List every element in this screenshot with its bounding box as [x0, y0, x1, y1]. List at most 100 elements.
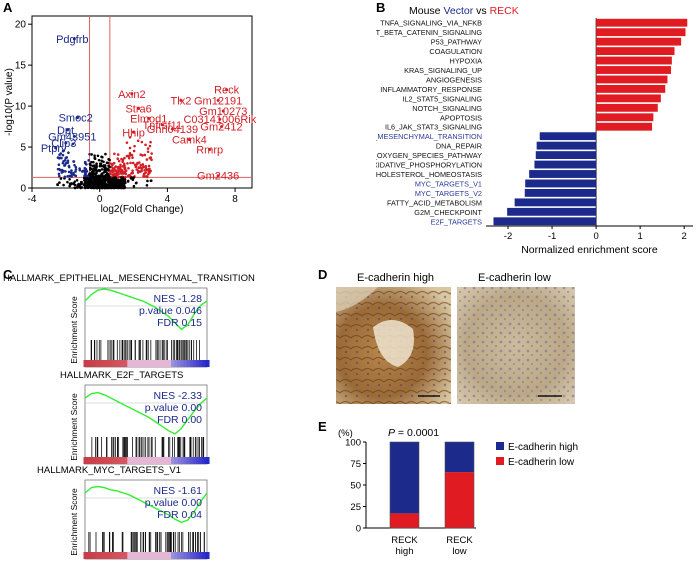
- data-point: [142, 172, 146, 176]
- rank-bar-segment: [180, 457, 185, 464]
- data-point: [56, 183, 59, 187]
- data-point: [95, 169, 99, 173]
- data-point: [138, 170, 142, 173]
- data-point: [137, 107, 141, 111]
- data-point: [114, 179, 118, 182]
- data-point: [126, 180, 130, 183]
- nes-bar: [596, 94, 661, 103]
- data-point: [88, 173, 91, 176]
- data-point: [142, 175, 146, 178]
- pathway-label: NOTCH_SIGNALING: [412, 104, 482, 113]
- rank-bar-segment: [158, 457, 163, 464]
- data-point: [102, 177, 106, 181]
- gene-label-down: Clip3: [51, 138, 76, 150]
- rank-bar-segment: [167, 457, 173, 464]
- data-point: [126, 174, 130, 178]
- data-point: [121, 160, 124, 164]
- data-point: [102, 165, 105, 168]
- data-point: [66, 128, 70, 132]
- data-point: [119, 163, 122, 167]
- data-point: [108, 180, 112, 183]
- data-point: [131, 171, 135, 175]
- nes-bar: [529, 170, 597, 178]
- data-point: [91, 176, 95, 180]
- rank-bar-segment: [189, 360, 194, 367]
- data-point: [59, 156, 62, 160]
- rank-bar-segment: [149, 457, 154, 464]
- rank-bar-segment: [199, 360, 204, 367]
- x-tick-label: -4: [28, 194, 37, 205]
- rank-bar-segment: [105, 552, 110, 559]
- data-point: [119, 165, 122, 169]
- rank-bar-segment: [114, 552, 119, 559]
- rank-bar-segment: [121, 552, 126, 559]
- data-point: [77, 182, 80, 186]
- gsea-y-label: Enrichment Score: [69, 488, 79, 556]
- nes-value: NES -1.61: [154, 485, 203, 497]
- data-point: [94, 166, 98, 170]
- data-point: [136, 139, 140, 143]
- p-value: p.value 0.00: [145, 402, 202, 414]
- nes-bar-chart: -2 -1 0 1 2 Normalized enrichment score TNFA_S…: [332, 18, 693, 256]
- data-point: [116, 167, 120, 170]
- rank-bar-segment: [139, 552, 144, 559]
- rank-bar-segment: [192, 552, 198, 559]
- data-point: [57, 174, 61, 178]
- rank-bar-segment: [171, 360, 176, 367]
- data-point: [93, 178, 97, 182]
- data-point: [67, 151, 70, 155]
- data-point: [75, 179, 79, 182]
- pathway-label: P53_PATHWAY: [431, 38, 482, 47]
- x-tick-label: 4: [165, 194, 171, 205]
- panel-label-c: C: [3, 267, 13, 282]
- rank-bar-segment: [196, 552, 201, 559]
- rank-bar-segment: [167, 360, 173, 367]
- nes-value: NES -1.28: [154, 293, 203, 305]
- data-point: [120, 178, 123, 181]
- rank-bar-segment: [111, 457, 116, 464]
- gene-label-up: Tnfrsf11: [143, 120, 183, 132]
- data-point: [66, 180, 69, 184]
- nes-bar: [596, 47, 675, 56]
- data-point: [57, 167, 61, 171]
- data-point: [62, 149, 65, 152]
- rank-bar-segment: [174, 360, 179, 367]
- panel-e-stacked: 0 25 50 75 100 (%) P = 0.0001 RECK high RECK low E-…: [318, 419, 700, 561]
- data-point: [70, 169, 73, 172]
- data-point: [108, 177, 111, 181]
- x-tick-label: -1: [548, 231, 556, 242]
- data-point: [96, 180, 99, 184]
- fdr-value: FDR 0.15: [157, 317, 202, 329]
- pathway-label: HYPOXIA: [450, 57, 483, 66]
- data-point: [86, 181, 90, 185]
- data-point: [66, 174, 69, 178]
- p-value: p.value 0.00: [145, 497, 202, 509]
- data-point: [144, 165, 148, 168]
- nes-bar: [596, 103, 658, 112]
- data-point: [79, 183, 82, 186]
- data-point: [150, 158, 153, 162]
- panel-b-nes: Mouse Vector vs RECK -2 -1 0 1 2 Normalized e…: [332, 0, 700, 260]
- data-point: [117, 179, 121, 182]
- data-point: [99, 164, 102, 167]
- data-point: [116, 172, 120, 176]
- data-point: [140, 140, 144, 144]
- data-point: [68, 184, 71, 188]
- data-point: [59, 177, 63, 180]
- data-point: [123, 164, 126, 168]
- nes-bar: [596, 84, 666, 93]
- data-point: [221, 109, 225, 113]
- rank-bar-segment: [99, 552, 104, 559]
- data-point: [97, 184, 101, 187]
- y-tick-label: 0: [20, 184, 26, 195]
- pathway-label: ANGIOGENESIS: [426, 75, 482, 84]
- rank-bar-segment: [130, 457, 135, 464]
- data-point: [148, 171, 151, 175]
- data-point: [89, 163, 92, 167]
- data-point: [107, 169, 110, 172]
- data-point: [59, 152, 63, 155]
- stacked-bar-segment: [445, 442, 474, 473]
- data-point: [98, 178, 101, 181]
